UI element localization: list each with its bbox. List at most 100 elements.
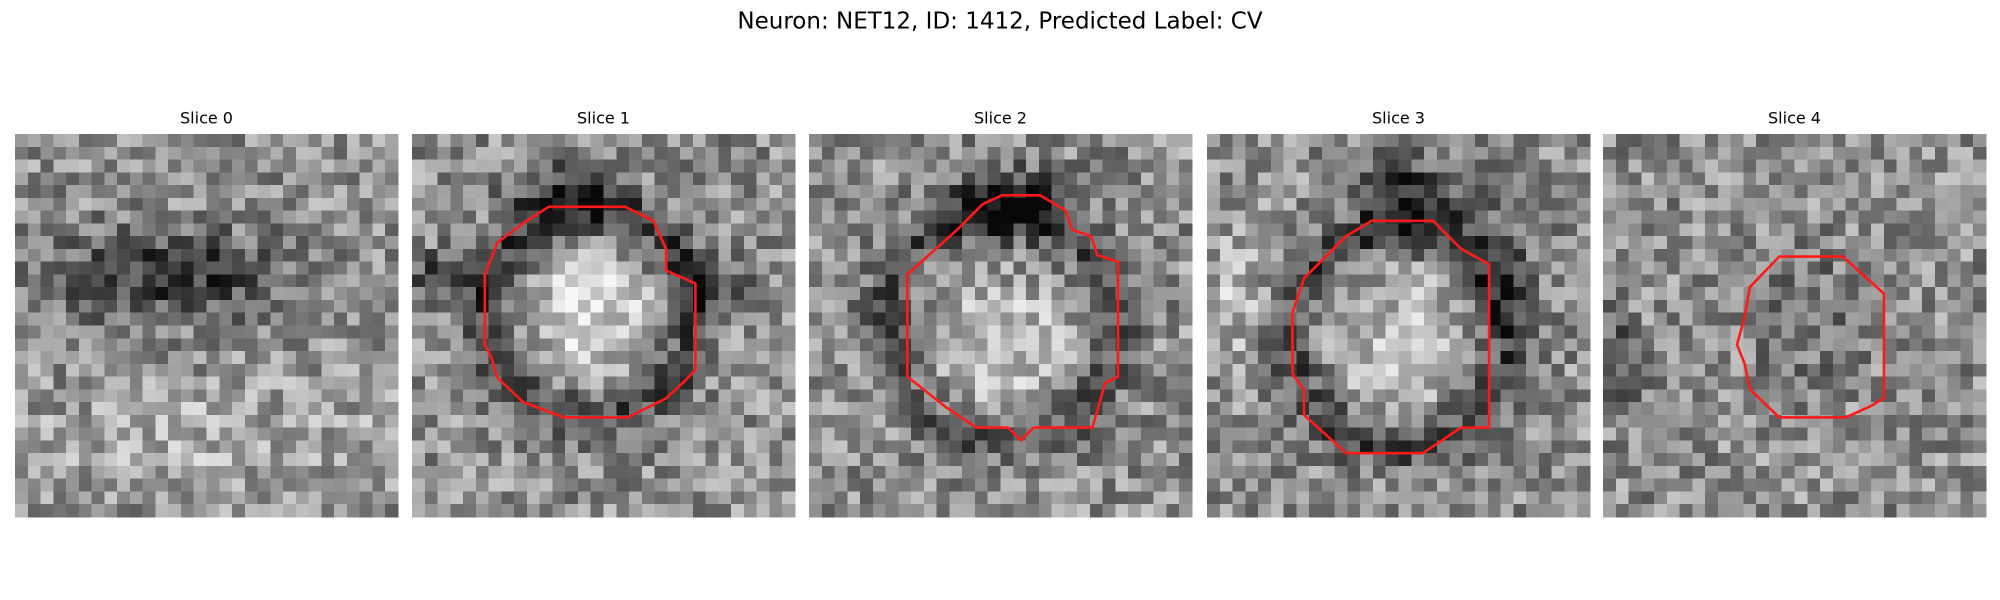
pixel — [1973, 402, 1987, 416]
pixel — [1258, 274, 1272, 288]
pixel — [809, 376, 823, 390]
pixel — [1270, 465, 1285, 480]
pixel — [1077, 210, 1091, 224]
pixel — [680, 248, 694, 263]
pixel — [1909, 504, 1923, 518]
pixel — [1513, 210, 1527, 224]
pixel — [616, 376, 630, 390]
pixel — [539, 453, 554, 467]
pixel — [78, 248, 93, 263]
pixel — [1360, 389, 1374, 403]
pixel — [193, 414, 208, 429]
pixel — [1334, 414, 1349, 429]
pixel — [1128, 299, 1142, 314]
pixel — [1089, 325, 1104, 339]
pixel — [1038, 134, 1053, 148]
pixel — [1896, 376, 1910, 390]
pixel — [1781, 236, 1796, 250]
pixel — [129, 172, 144, 186]
pixel — [295, 453, 310, 467]
pixel — [180, 363, 195, 378]
pixel — [1372, 427, 1387, 441]
pixel — [1258, 236, 1272, 250]
pixel — [1475, 363, 1489, 378]
pixel — [346, 287, 361, 301]
pixel — [1858, 210, 1872, 224]
pixel — [616, 440, 630, 454]
pixel — [1577, 376, 1591, 390]
pixel — [756, 210, 771, 224]
pixel — [1347, 274, 1361, 288]
pixel — [1615, 146, 1630, 161]
pixel — [1551, 261, 1566, 276]
pixel — [437, 223, 451, 237]
pixel — [78, 338, 93, 352]
pixel — [705, 210, 719, 224]
pixel — [1781, 427, 1796, 441]
pixel — [1628, 338, 1642, 352]
pixel — [283, 338, 297, 352]
pixel — [974, 504, 989, 518]
pixel — [821, 248, 836, 263]
pixel — [15, 312, 29, 327]
pixel — [501, 504, 515, 518]
pixel — [1077, 363, 1091, 378]
pixel — [1666, 491, 1681, 505]
pixel — [424, 248, 439, 263]
pixel — [193, 236, 208, 250]
pixel — [834, 287, 848, 301]
pixel — [782, 414, 796, 429]
pixel — [1128, 478, 1142, 493]
pixel — [898, 465, 912, 480]
pixel — [629, 440, 643, 454]
pixel — [1526, 440, 1540, 454]
pixel — [1411, 274, 1425, 288]
pixel — [1934, 261, 1949, 276]
pixel — [1922, 261, 1936, 276]
pixel — [1102, 312, 1116, 327]
pixel — [1756, 504, 1770, 518]
pixel — [488, 210, 502, 224]
pixel — [1934, 465, 1949, 480]
pixel — [1717, 414, 1732, 429]
pixel — [193, 338, 208, 352]
pixel — [1717, 172, 1732, 186]
pixel — [718, 351, 732, 365]
pixel — [1500, 465, 1514, 480]
pixel — [962, 491, 976, 505]
pixel — [1513, 414, 1527, 429]
pixel — [1166, 223, 1180, 237]
pixel — [463, 134, 477, 148]
pixel — [27, 440, 42, 454]
pixel — [295, 134, 310, 148]
pixel — [180, 402, 195, 416]
pixel — [283, 504, 297, 518]
pixel — [1166, 299, 1180, 314]
pixel — [629, 427, 643, 441]
pixel — [1730, 453, 1745, 467]
pixel — [1013, 465, 1027, 480]
pixel — [295, 465, 310, 480]
pixel — [1462, 312, 1476, 327]
pixel — [1551, 427, 1566, 441]
pixel — [565, 427, 579, 441]
pixel — [1832, 159, 1847, 173]
pixel — [629, 491, 643, 505]
pixel — [974, 274, 989, 288]
pixel — [1179, 185, 1193, 199]
pixel — [180, 159, 195, 173]
pixel — [1487, 414, 1502, 429]
pixel — [463, 363, 477, 378]
pixel — [1564, 248, 1578, 263]
pixel — [834, 389, 848, 403]
pixel — [168, 172, 182, 186]
pixel — [911, 236, 925, 250]
pixel — [974, 440, 989, 454]
pixel — [1462, 478, 1476, 493]
pixel — [1398, 287, 1412, 301]
pixel — [641, 491, 656, 505]
pixel — [526, 440, 541, 454]
pixel — [1258, 248, 1272, 263]
pixel — [769, 389, 783, 403]
pixel — [743, 159, 758, 173]
